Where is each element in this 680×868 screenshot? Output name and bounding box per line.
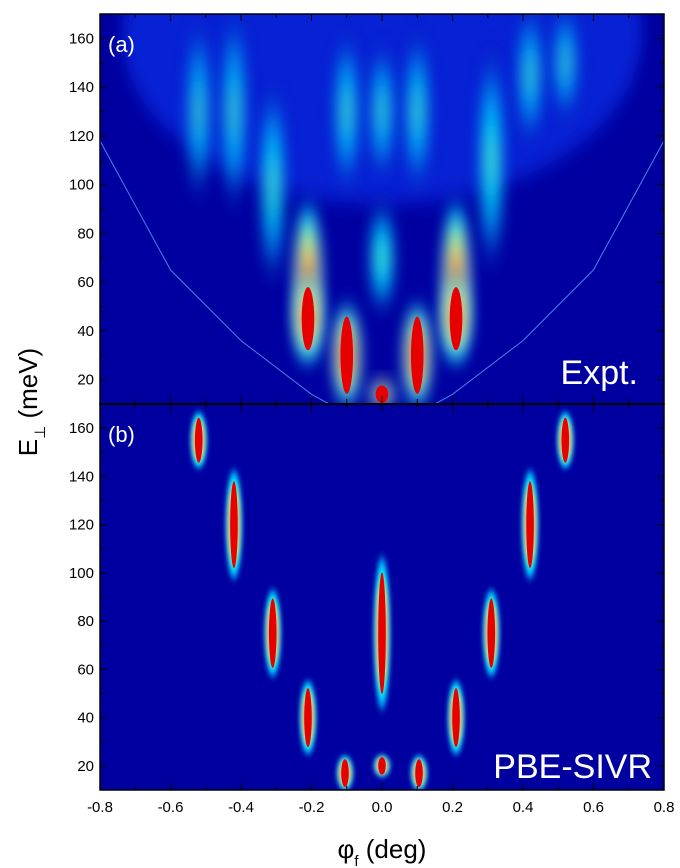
y-tick-label: 100 <box>69 565 94 582</box>
y-axis-title-main: E <box>13 439 43 456</box>
y-tick-label: 100 <box>69 177 94 194</box>
x-axis-title-main: φ <box>338 834 355 864</box>
y-tick-label: 80 <box>77 225 94 242</box>
heatmap-peak-core-b-9 <box>415 759 423 788</box>
heatmap-peak-core-b-11 <box>378 757 386 775</box>
x-axis-title-unit: (deg) <box>359 834 427 864</box>
panel-a: (a) Expt. <box>99 13 665 405</box>
heatmap-peak-a-11 <box>402 26 433 197</box>
y-tick-label: 140 <box>69 468 94 485</box>
heatmap-peak-core-b-2 <box>230 481 238 569</box>
panel-a-label: (a) <box>108 32 135 57</box>
y-tick-label: 120 <box>69 128 94 145</box>
x-tick-label: 0.8 <box>654 799 675 816</box>
heatmap-peak-core-b-4 <box>268 598 277 668</box>
y-tick-label: 40 <box>77 323 94 340</box>
y-tick-label: 120 <box>69 517 94 534</box>
heatmap-peak-core-b-3 <box>526 481 534 569</box>
y-axis-title-sub: ⊥ <box>32 426 49 439</box>
heatmap-peak-core-b-5 <box>487 598 496 668</box>
axes: -0.8 -0.6 -0.4 -0.2 0.0 0.2 0.4 0.6 0.8 20 40 60 80 1… <box>69 13 675 816</box>
y-tick-label: 160 <box>69 420 94 437</box>
kinematic-boundary <box>100 140 664 404</box>
x-axis-title: φf (deg) <box>338 834 427 868</box>
x-tick-label: 0.0 <box>372 799 393 816</box>
heatmap-peak-core-a-4 <box>301 287 315 351</box>
heatmap-peak-a-15 <box>515 14 546 149</box>
heatmap-peak-a-8 <box>367 38 397 185</box>
x-tick-label: -0.4 <box>228 799 254 816</box>
heatmap-peak-a-14 <box>476 38 507 283</box>
y-tick-label: 80 <box>77 613 94 630</box>
y-tick-label: 60 <box>77 661 94 678</box>
panel-b-label: (b) <box>108 422 135 447</box>
panel-a-tag: Expt. <box>561 354 638 392</box>
heatmap-peak-a-7 <box>367 196 397 319</box>
y-axis-title: E⊥ (meV) <box>13 348 49 456</box>
heatmap-peak-core-b-10 <box>378 572 386 694</box>
panel-b-heatmap <box>189 408 575 790</box>
heatmap-peak-a-2 <box>257 74 288 295</box>
heatmap-peak-core-a-5 <box>340 316 354 394</box>
x-tick-label: -0.6 <box>158 799 184 816</box>
x-axis-title-sub: f <box>354 853 359 868</box>
y-axis-title-unit: (meV) <box>13 348 43 426</box>
heatmap-peak-core-a-13 <box>449 287 463 351</box>
x-tick-label: 0.2 <box>442 799 463 816</box>
heatmap-peak-core-b-6 <box>304 688 312 748</box>
heatmap-peak-core-b-8 <box>341 759 349 788</box>
heatmap-peak-core-b-0 <box>194 417 203 463</box>
y-tick-label: 60 <box>77 274 94 291</box>
y-tick-label: 160 <box>69 30 94 47</box>
x-tick-label: 0.6 <box>583 799 604 816</box>
y-tick-label: 140 <box>69 79 94 96</box>
heatmap-peak-core-a-10 <box>410 316 424 394</box>
x-tick-label: 0.4 <box>513 799 534 816</box>
panel-b-tag: PBE-SIVR <box>493 748 652 786</box>
panel-a-heatmap <box>100 14 664 404</box>
heatmap-peak-core-b-7 <box>452 688 460 748</box>
heatmap-peak-a-0 <box>183 14 214 209</box>
y-tick-label: 40 <box>77 710 94 727</box>
heatmap-peak-core-a-9 <box>375 385 389 404</box>
heatmap-peak-a-16 <box>550 14 581 124</box>
y-tick-label: 20 <box>77 758 94 775</box>
x-tick-label: -0.8 <box>87 799 113 816</box>
heatmap-peak-core-b-1 <box>561 417 570 463</box>
x-tick-label: -0.2 <box>299 799 325 816</box>
heatmap-peak-a-6 <box>331 26 362 197</box>
heatmap-peak-a-1 <box>218 14 249 222</box>
panel-b: (b) PBE-SIVR <box>99 403 665 791</box>
y-tick-label: 20 <box>77 372 94 389</box>
